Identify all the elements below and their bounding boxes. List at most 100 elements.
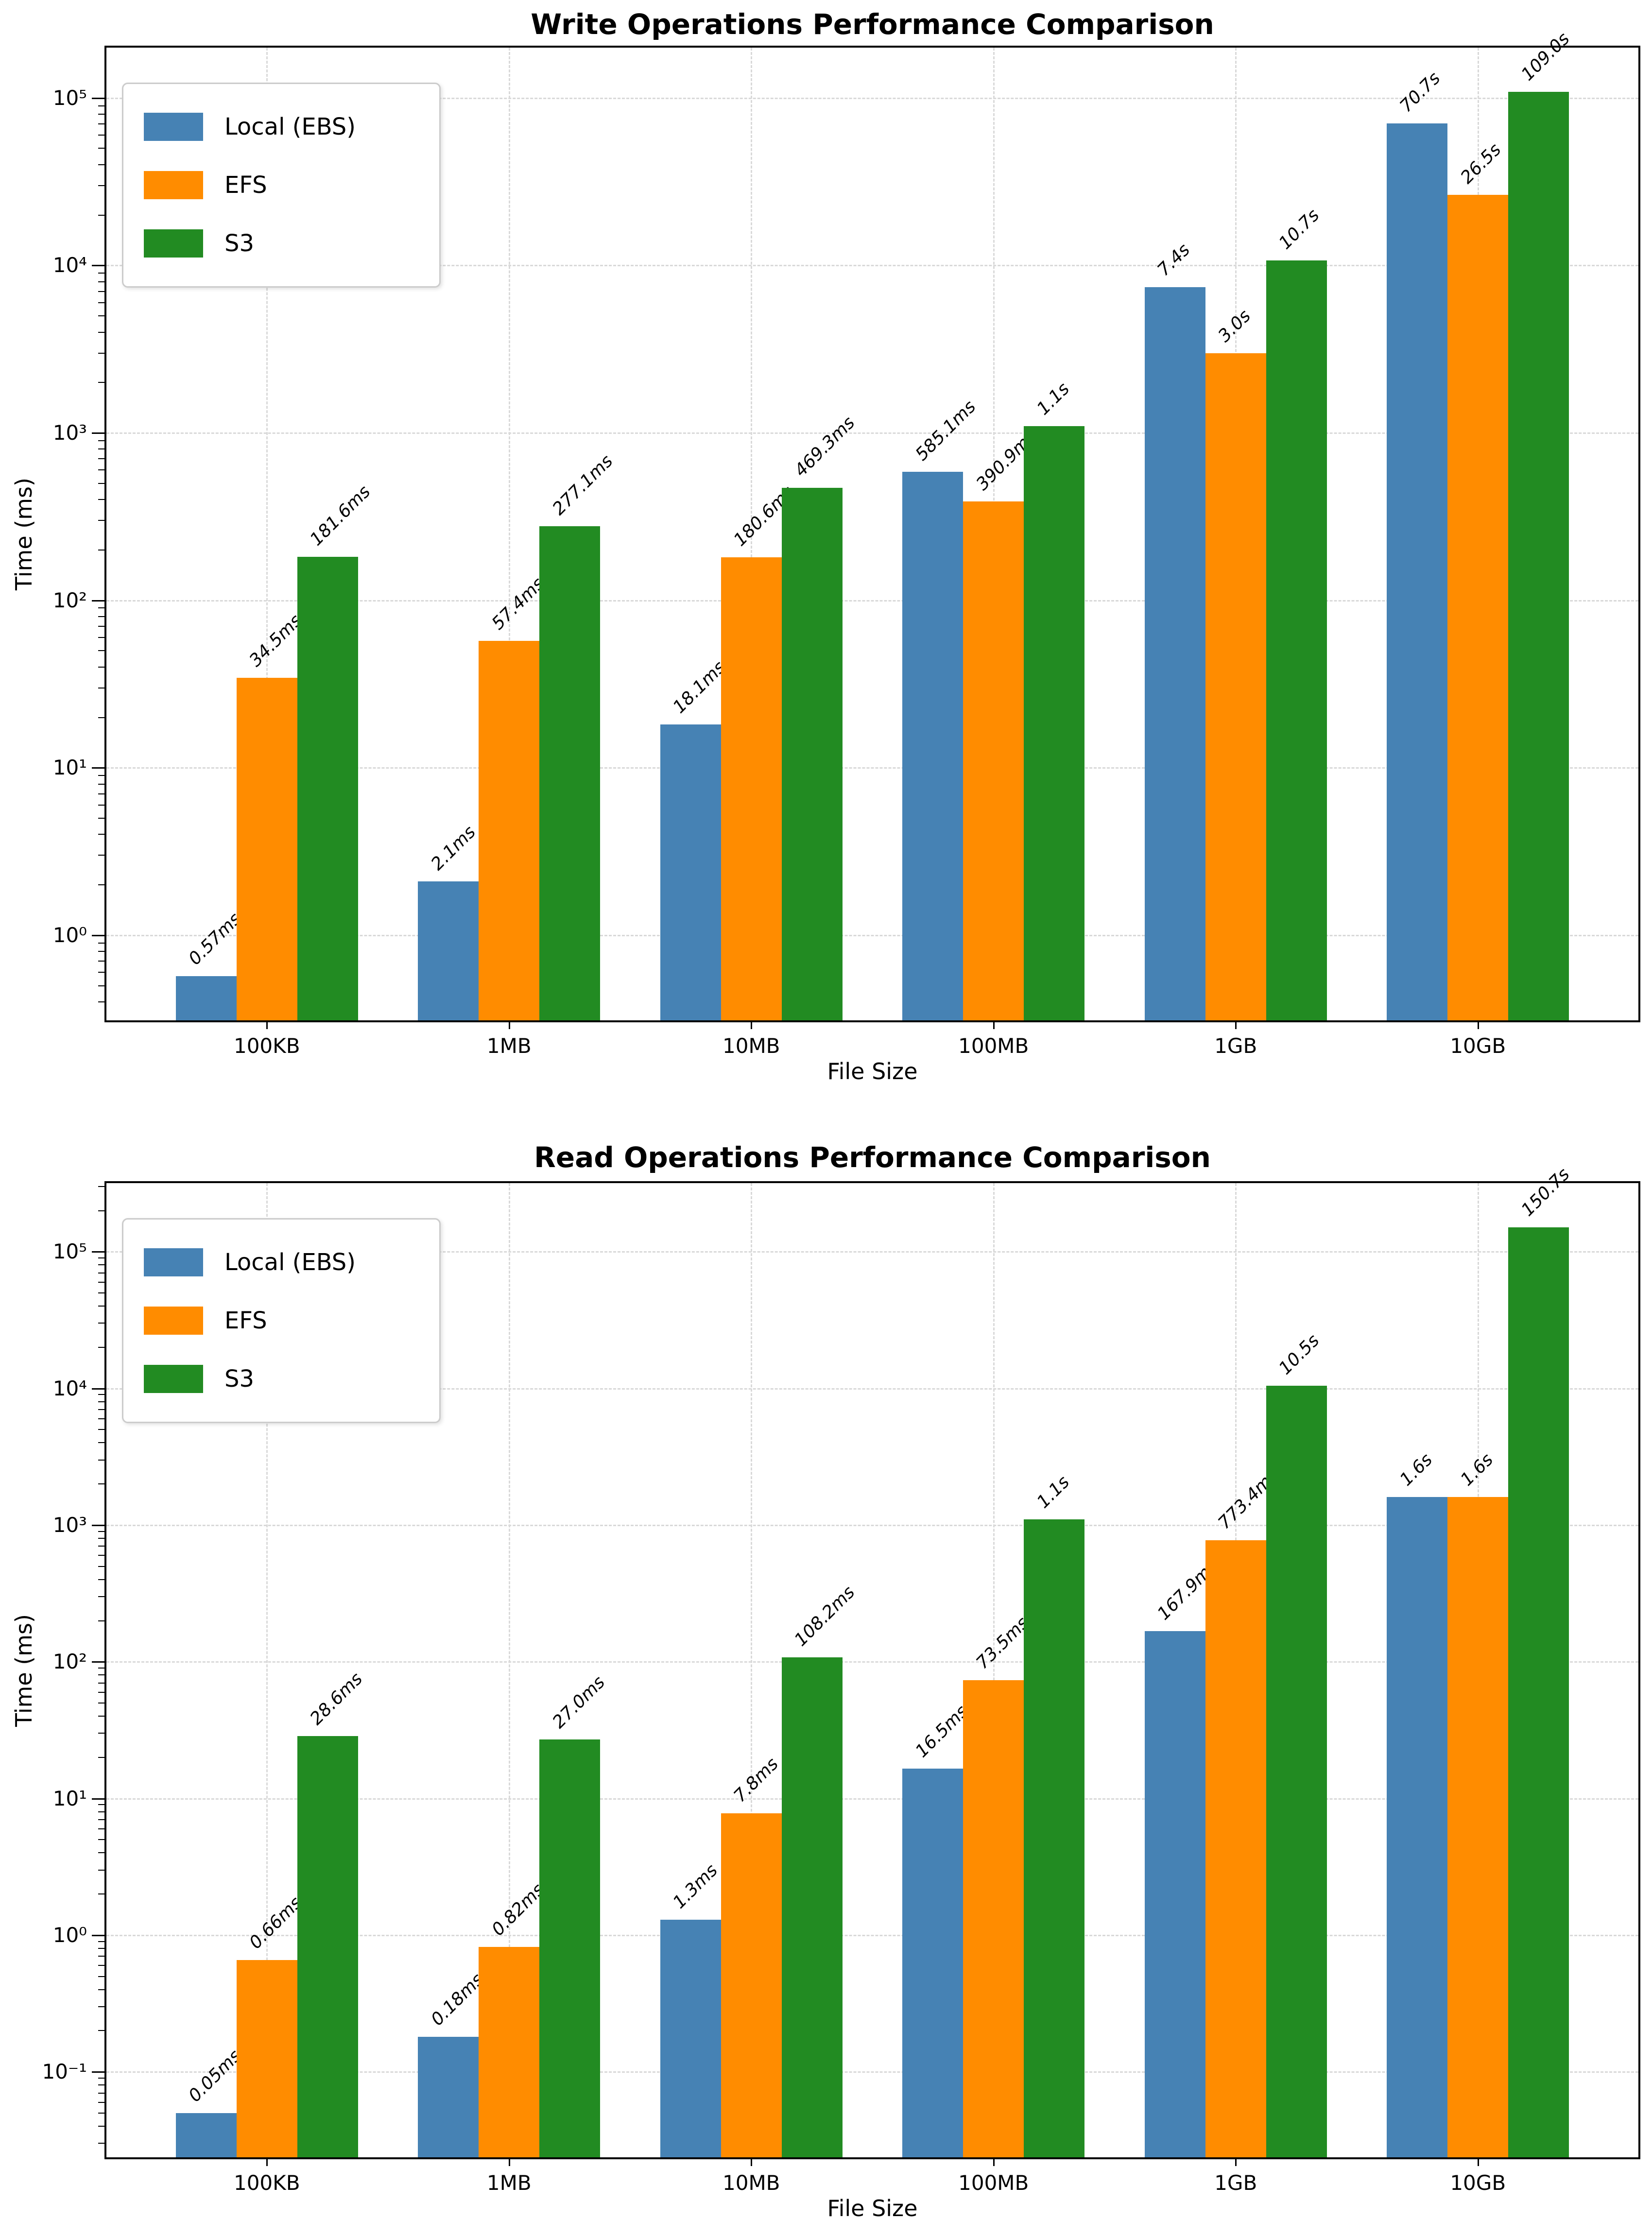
bar-value-label: 108.2ms — [791, 1582, 859, 1650]
bar-local-ebs-10mb — [660, 1919, 721, 2157]
bar-local-ebs-100mb — [902, 1769, 964, 2157]
y-axis-minor-tick — [98, 1733, 105, 1734]
x-gridline — [508, 48, 510, 1020]
bar-value-label: 277.1ms — [549, 451, 617, 519]
bar-value-label: 16.5ms — [912, 1702, 972, 1762]
y-axis-minor-tick — [98, 951, 105, 952]
y-axis-minor-tick — [98, 1893, 105, 1895]
legend-item-s3: S3 — [123, 1350, 439, 1408]
y-axis-minor-tick — [98, 793, 105, 794]
y-axis-minor-tick — [98, 135, 105, 136]
bar-value-label: 0.05ms — [185, 2046, 245, 2106]
y-axis-minor-tick — [98, 148, 105, 149]
y-axis-tick — [92, 265, 104, 267]
y-axis-minor-tick — [98, 717, 105, 718]
bar-s3-100mb — [1024, 1519, 1085, 2157]
y-axis-minor-tick — [98, 2078, 105, 2079]
bar-efs-1mb — [479, 1947, 540, 2157]
y-axis-minor-tick — [98, 1001, 105, 1003]
bar-efs-10gb — [1447, 194, 1509, 1020]
y-axis-minor-tick — [98, 114, 105, 115]
write-x-axis-label: File Size — [827, 1058, 918, 1084]
x-axis-tick — [993, 1020, 995, 1029]
legend-label: EFS — [224, 1307, 267, 1334]
x-gridline — [508, 1183, 510, 2157]
y-axis-minor-tick — [98, 382, 105, 383]
y-axis-minor-tick — [98, 499, 105, 500]
bar-value-label: 0.57ms — [185, 909, 245, 969]
y-axis-minor-tick — [98, 775, 105, 776]
bar-s3-100kb — [297, 1736, 358, 2157]
bar-value-label: 27.0ms — [549, 1672, 609, 1733]
x-axis-tick-label: 100MB — [958, 2171, 1029, 2195]
legend-item-efs: EFS — [123, 1291, 439, 1350]
y-axis-minor-tick — [98, 469, 105, 471]
y-axis-tick — [92, 432, 104, 434]
x-gridline — [266, 1183, 268, 2157]
y-axis-minor-tick — [98, 1579, 105, 1580]
bar-s3-10mb — [781, 488, 843, 1020]
y-axis-minor-tick — [98, 123, 105, 125]
y-axis-tick — [92, 1524, 104, 1526]
x-axis-tick-label: 100KB — [233, 1034, 300, 1058]
bar-local-ebs-10mb — [660, 724, 721, 1020]
y-axis-minor-tick — [98, 637, 105, 638]
x-axis-tick — [1477, 1020, 1479, 1029]
bar-local-ebs-1gb — [1144, 287, 1205, 1020]
legend-label: S3 — [224, 1365, 255, 1393]
y-axis-minor-tick — [98, 1264, 105, 1266]
bar-efs-10mb — [721, 1813, 782, 2157]
y-axis-minor-tick — [98, 1804, 105, 1806]
bar-value-label: 70.7s — [1396, 68, 1445, 117]
y-axis-minor-tick — [98, 942, 105, 944]
y-axis-tick-label: 10⁴ — [52, 253, 87, 277]
y-axis-minor-tick — [98, 804, 105, 806]
read-chart-plot-area: 10⁻¹ 10⁰ 10¹ 10² 10³ 10⁴ 10⁵ 100KB 1MB 10MB 100MB 1… — [42, 1164, 1640, 2195]
x-axis-tick-label: 10MB — [723, 2171, 780, 2195]
y-axis-minor-tick — [98, 2092, 105, 2094]
y-axis-minor-tick — [98, 1409, 105, 1411]
y-axis-minor-tick — [98, 666, 105, 668]
bar-s3-1mb — [539, 1739, 601, 2157]
y-axis-minor-tick — [98, 1306, 105, 1307]
y-axis-minor-tick — [98, 1756, 105, 1758]
legend-swatch-icon — [144, 1365, 203, 1393]
read-chart-title: Read Operations Performance Comparison — [534, 1141, 1211, 1174]
y-axis-minor-tick — [98, 818, 105, 819]
y-axis-minor-tick — [98, 1346, 105, 1348]
bar-value-label: 181.6ms — [306, 482, 375, 550]
y-axis-minor-tick — [98, 626, 105, 627]
y-axis-tick-label: 10⁻¹ — [42, 2060, 87, 2084]
bar-value-label: 7.4s — [1153, 240, 1194, 280]
y-axis-minor-tick — [98, 985, 105, 986]
y-axis-tick — [92, 2071, 104, 2073]
y-axis-minor-tick — [98, 1948, 105, 1949]
y-axis-minor-tick — [98, 1323, 105, 1324]
y-axis-tick-label: 10³ — [52, 421, 87, 445]
y-axis-tick-label: 10⁰ — [52, 923, 87, 947]
y-axis-minor-tick — [98, 331, 105, 333]
y-axis-minor-tick — [98, 291, 105, 292]
x-axis-tick — [751, 1020, 753, 1029]
x-gridline — [751, 1183, 753, 2157]
y-axis-minor-tick — [98, 520, 105, 521]
y-axis-minor-tick — [98, 1394, 105, 1395]
bar-value-label: 1.1s — [1033, 379, 1073, 419]
y-gridline — [106, 2071, 1638, 2073]
y-gridline — [106, 1251, 1638, 1253]
y-axis-minor-tick — [98, 302, 105, 303]
y-axis-tick — [92, 934, 104, 936]
bar-value-label: 0.82ms — [488, 1879, 548, 1940]
y-axis-minor-tick — [98, 1956, 105, 1957]
bar-local-ebs-100mb — [902, 472, 964, 1020]
y-axis-minor-tick — [98, 1668, 105, 1669]
bar-s3-10gb — [1508, 91, 1569, 1020]
bar-efs-100mb — [963, 1680, 1024, 2157]
y-axis-minor-tick — [98, 1682, 105, 1684]
y-axis-minor-tick — [98, 783, 105, 785]
y-axis-minor-tick — [98, 440, 105, 441]
x-axis-tick — [508, 2157, 510, 2166]
y-axis-tick — [92, 1251, 104, 1253]
x-axis-tick — [1477, 2157, 1479, 2166]
y-axis-tick — [92, 97, 104, 99]
